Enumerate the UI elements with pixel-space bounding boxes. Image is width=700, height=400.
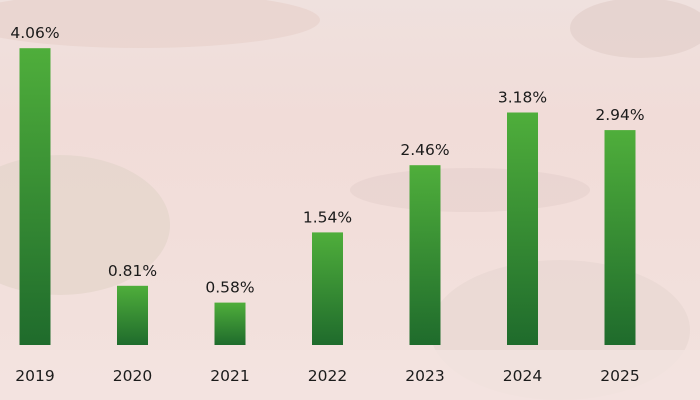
value-label-2021: 0.58% <box>205 279 254 297</box>
value-label-2025: 2.94% <box>595 106 644 124</box>
value-label-2024: 3.18% <box>498 89 547 107</box>
x-axis-ticks-group: 2019 2020 2021 2022 2023 2024 2025 <box>15 367 639 385</box>
value-label-2023: 2.46% <box>400 141 449 159</box>
value-labels-group: 4.06% 0.81% 0.58% 1.54% 2.46% 3.18% 2.94% <box>10 24 644 296</box>
bar-2022 <box>312 232 343 345</box>
x-tick-label-2025: 2025 <box>600 367 639 385</box>
surf-shape <box>0 0 320 48</box>
bar-2021 <box>214 302 246 345</box>
value-label-2019: 4.06% <box>10 24 59 42</box>
x-tick-label-2020: 2020 <box>113 367 152 385</box>
bars-group <box>19 48 636 345</box>
bar-2020 <box>117 285 148 345</box>
bar-2023 <box>409 165 441 345</box>
bar-2025 <box>604 130 636 345</box>
bar-2024 <box>507 112 538 345</box>
value-label-2022: 1.54% <box>303 208 352 226</box>
x-tick-label-2022: 2022 <box>308 367 347 385</box>
value-label-2020: 0.81% <box>108 262 157 280</box>
x-tick-label-2019: 2019 <box>15 367 54 385</box>
x-tick-label-2024: 2024 <box>503 367 542 385</box>
x-tick-label-2023: 2023 <box>405 367 444 385</box>
rock-shape <box>570 0 700 58</box>
bar-2019 <box>19 48 51 345</box>
x-tick-label-2021: 2021 <box>210 367 249 385</box>
ground-band <box>0 350 700 400</box>
